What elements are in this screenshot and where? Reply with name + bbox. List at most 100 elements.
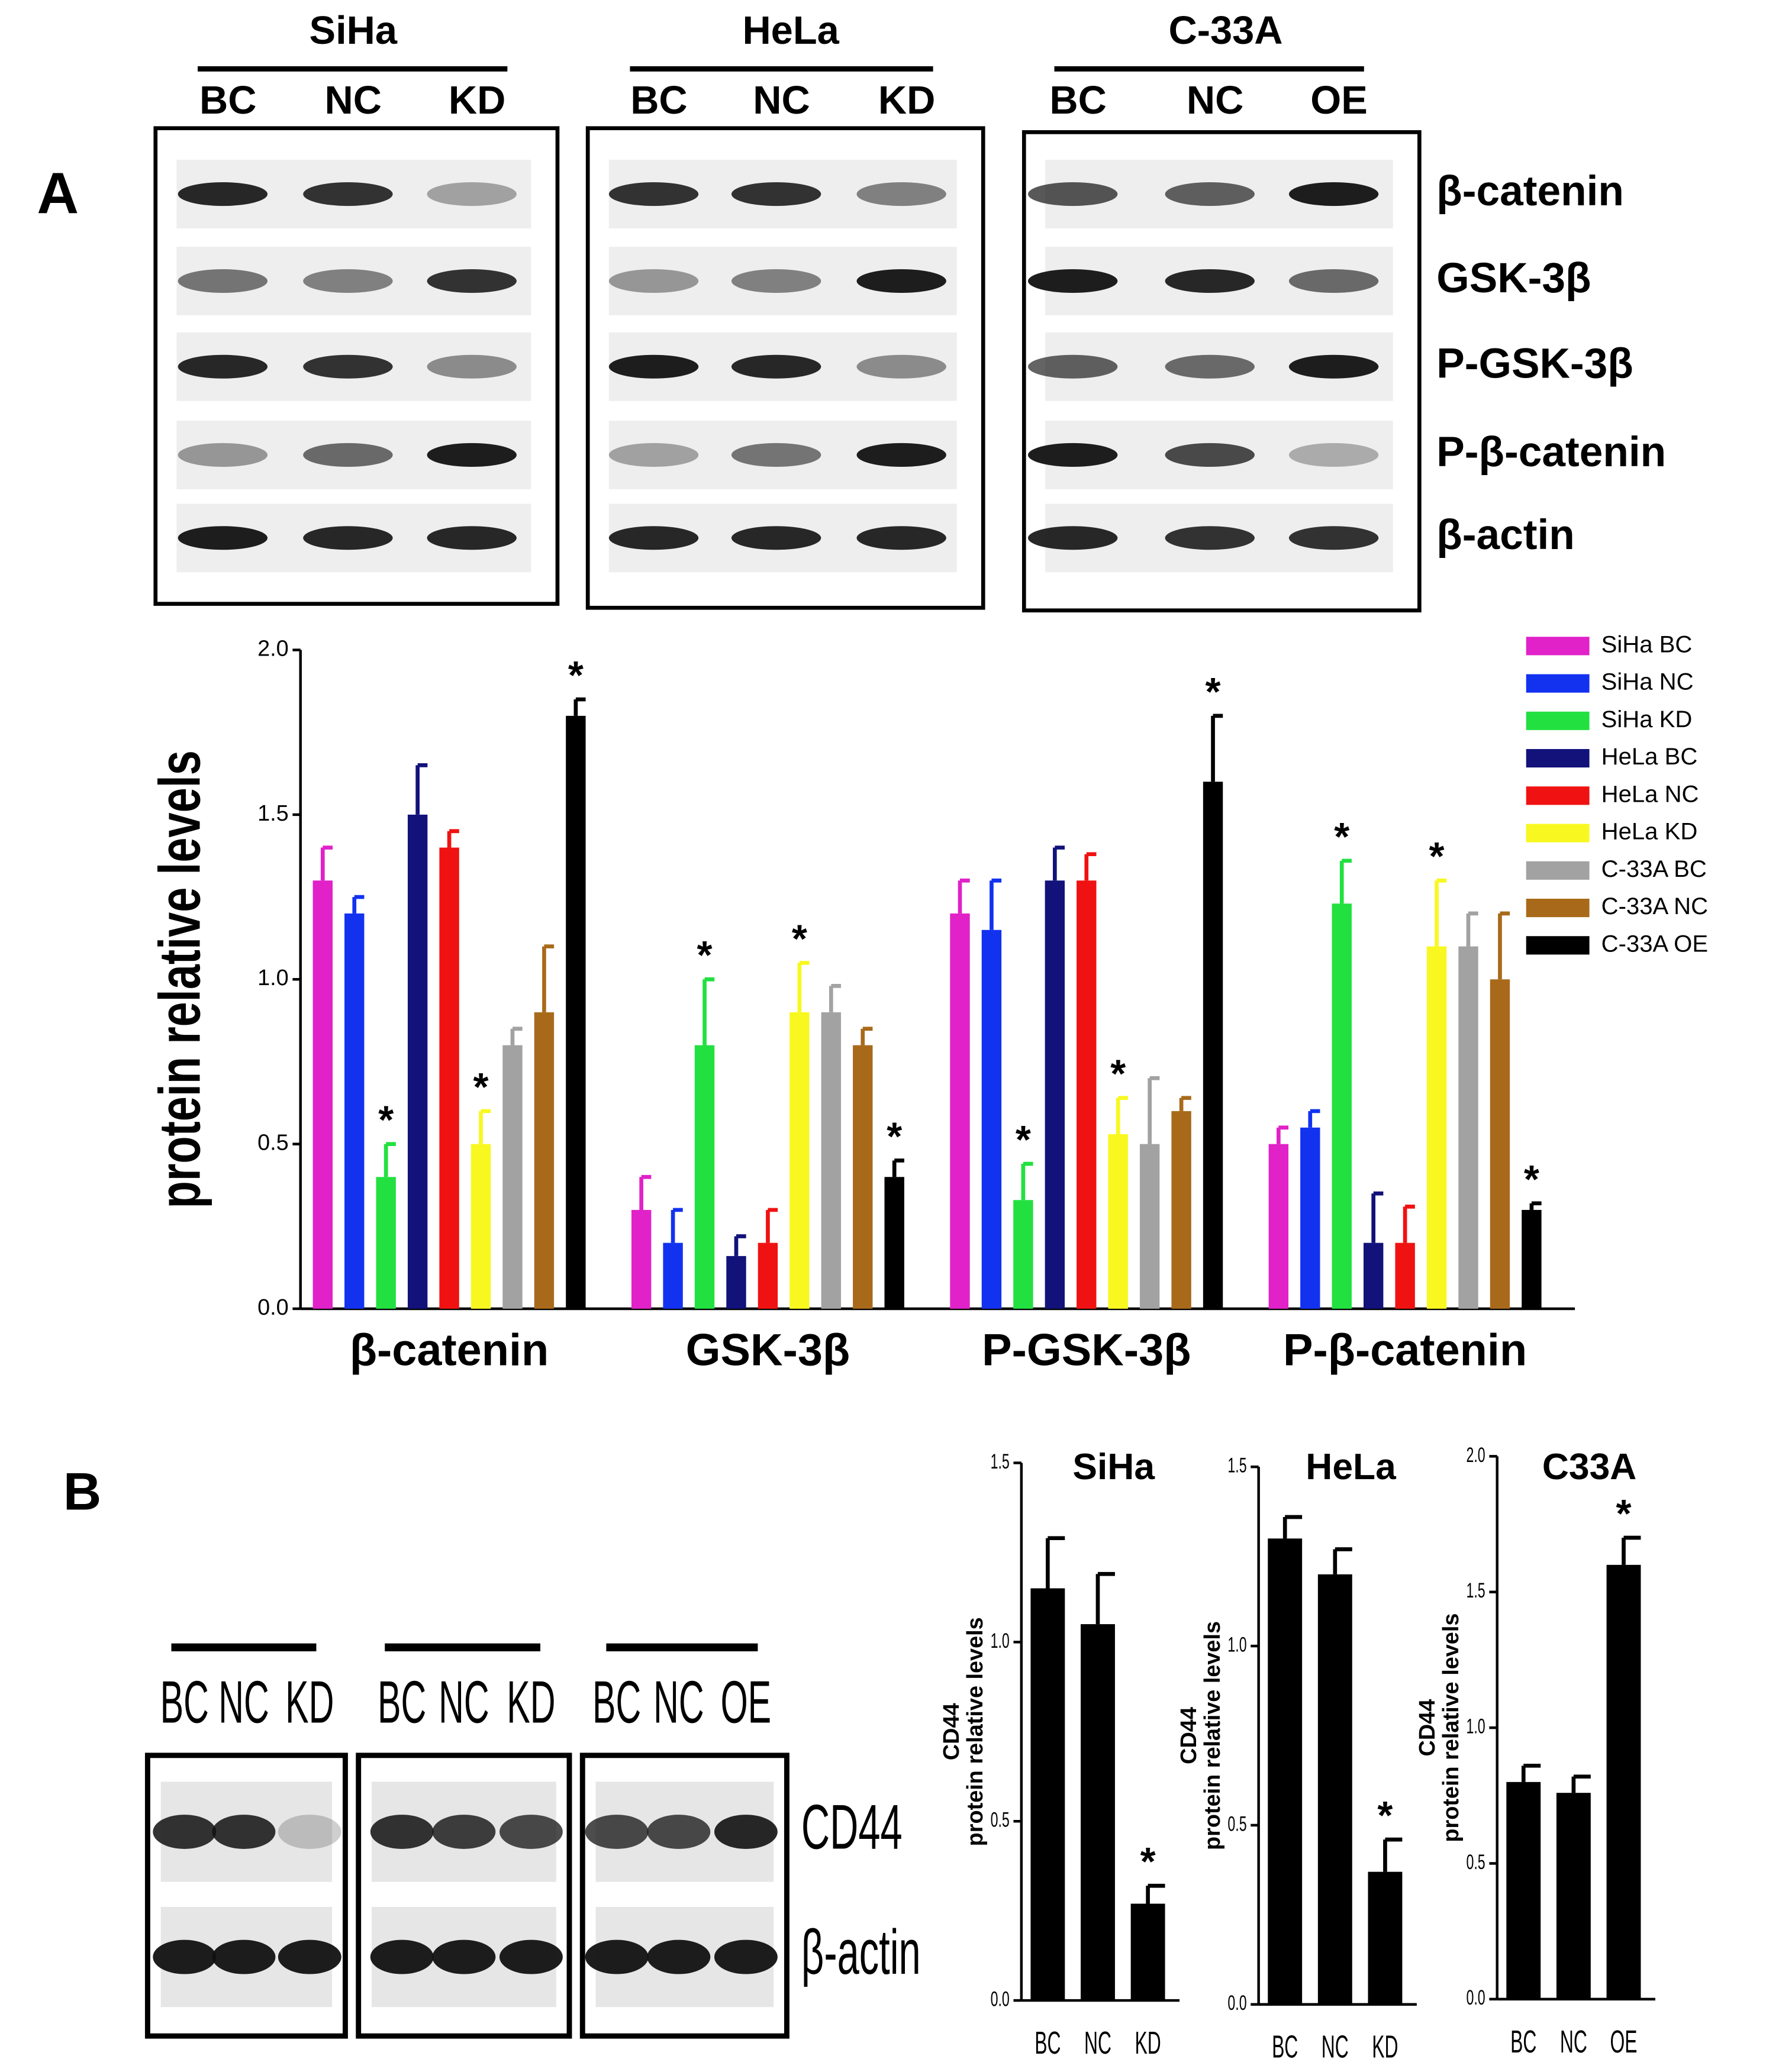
x-tick-label: NC <box>1560 2024 1587 2060</box>
blot-band <box>1165 182 1255 206</box>
blot-band <box>303 269 393 293</box>
blot-band <box>731 354 821 379</box>
blot-band <box>1165 526 1255 550</box>
bar <box>534 1012 555 1309</box>
bar <box>1458 946 1478 1309</box>
blot-band <box>608 526 699 550</box>
blot-band <box>1288 269 1379 293</box>
significance: * <box>1334 815 1349 859</box>
bar <box>1368 1871 1403 2005</box>
legend-label: SiHa KD <box>1601 706 1693 732</box>
lane-label: BC <box>592 1668 641 1736</box>
y-tick-label: 0.5 <box>1466 1851 1485 1874</box>
blot-band <box>178 443 268 467</box>
y-axis-label: protein relative levels <box>963 1617 988 1846</box>
y-tick-label: 1.5 <box>257 801 289 826</box>
blot-band <box>585 1939 649 1974</box>
significance: * <box>792 917 807 961</box>
lane-label: BC <box>1049 79 1106 122</box>
cell-line-label: SiHa <box>310 9 398 53</box>
significance: * <box>378 1099 394 1142</box>
blot-band <box>856 526 946 550</box>
blot-band <box>370 1815 434 1849</box>
bar <box>502 1045 523 1309</box>
x-tick-label: KD <box>1372 2029 1398 2065</box>
blot-band <box>1027 182 1118 206</box>
blot-band <box>856 354 946 379</box>
protein-label: P-GSK-3β <box>1436 340 1633 388</box>
y-tick-label: 2.0 <box>257 637 289 661</box>
legend-swatch <box>1526 898 1590 918</box>
protein-label: P-β-catenin <box>1436 428 1666 476</box>
blot-band <box>1288 443 1379 467</box>
legend-label: SiHa NC <box>1601 669 1694 695</box>
x-tick-label: GSK-3β <box>686 1325 850 1376</box>
bar <box>439 847 459 1309</box>
y-axis-label: CD44 <box>939 1703 964 1760</box>
blot-band <box>1027 526 1118 550</box>
blot-band <box>178 269 268 293</box>
y-tick-label: 1.0 <box>257 966 289 990</box>
bar <box>1013 1200 1033 1309</box>
bar <box>1171 1111 1191 1309</box>
blot-band <box>608 354 699 379</box>
blot-band <box>427 526 517 550</box>
legend-swatch <box>1526 637 1590 656</box>
y-tick-label: 1.5 <box>991 1450 1010 1473</box>
x-tick-label: BC <box>1510 2024 1536 2060</box>
bar <box>376 1177 396 1309</box>
bar <box>566 715 586 1309</box>
bar <box>1077 880 1097 1309</box>
legend-label: HeLa NC <box>1601 781 1699 807</box>
legend-label: C-33A OE <box>1601 931 1708 957</box>
bar <box>853 1045 873 1309</box>
bar <box>884 1177 904 1309</box>
bar <box>407 814 428 1309</box>
legend-swatch <box>1526 936 1590 955</box>
bar <box>1045 880 1065 1309</box>
blot-band <box>1165 354 1255 379</box>
blot-band <box>1288 526 1379 550</box>
x-tick-label: P-GSK-3β <box>982 1325 1191 1376</box>
bar <box>631 1209 652 1309</box>
chart-title: SiHa <box>1072 1447 1155 1487</box>
significance: * <box>887 1115 902 1158</box>
blot-band <box>856 182 946 206</box>
blot-band <box>608 443 699 467</box>
blot-band <box>303 354 393 379</box>
bar <box>1108 1134 1128 1309</box>
blot-band <box>714 1939 778 1974</box>
protein-label: GSK-3β <box>1436 254 1591 302</box>
bar <box>1268 1538 1303 2005</box>
legend-label: C-33A NC <box>1601 893 1708 919</box>
blot-band <box>647 1939 711 1974</box>
blot-band <box>370 1939 434 1974</box>
bar <box>1317 1574 1352 2005</box>
blot-band <box>1165 443 1255 467</box>
protein-label: β-actin <box>801 1916 921 1987</box>
significance: * <box>1616 1492 1631 1536</box>
legend-label: HeLa KD <box>1601 819 1698 845</box>
bar <box>1556 1793 1591 1999</box>
significance: * <box>473 1066 489 1109</box>
x-tick-label: BC <box>1272 2029 1298 2065</box>
bar <box>1030 1588 1065 2001</box>
chart-title: C33A <box>1542 1447 1636 1487</box>
x-tick-label: KD <box>1135 2026 1161 2061</box>
lane-label: BC <box>160 1668 209 1736</box>
bar <box>1426 946 1447 1309</box>
y-tick-label: 0.5 <box>1227 1812 1246 1835</box>
significance: * <box>1524 1158 1539 1202</box>
significance: * <box>568 654 584 698</box>
blot-band <box>856 269 946 293</box>
blot-band <box>303 443 393 467</box>
panel-label: B <box>63 1462 101 1521</box>
significance: * <box>1206 670 1221 714</box>
blot-band <box>499 1939 563 1974</box>
bar <box>821 1012 842 1309</box>
panel-label: A <box>37 161 79 226</box>
blot-band <box>608 182 699 206</box>
legend-swatch <box>1526 824 1590 843</box>
lane-label: KD <box>285 1668 334 1736</box>
lane-label: KD <box>449 79 505 122</box>
